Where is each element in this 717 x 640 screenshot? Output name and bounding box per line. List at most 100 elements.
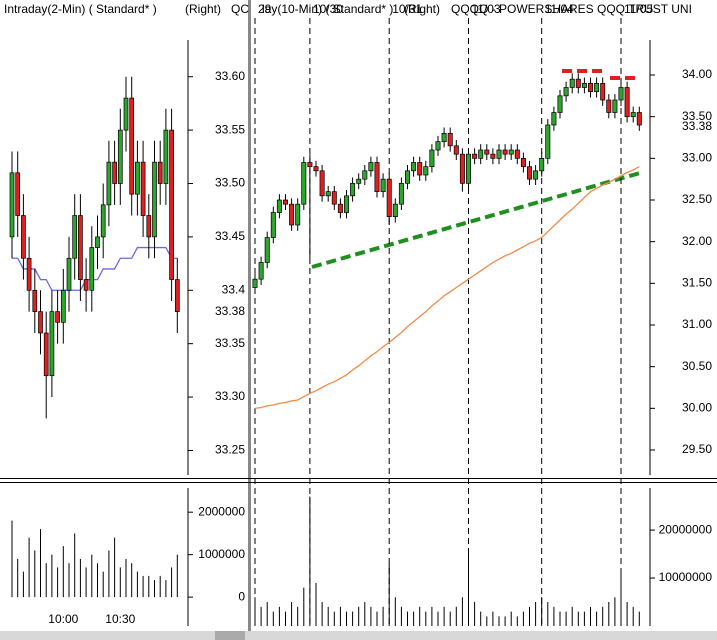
y-tick-label: 30.00 xyxy=(682,401,712,415)
candle-body xyxy=(447,132,453,147)
candle-body xyxy=(362,170,368,180)
candle-body xyxy=(398,182,404,205)
candle-body xyxy=(618,87,624,101)
candle-body xyxy=(252,278,258,288)
x-tick-label: 10:00 xyxy=(48,612,78,626)
candle-body xyxy=(32,289,38,312)
panel-title-prefix: QC xyxy=(231,2,249,16)
y-tick-label: 33.4 xyxy=(222,282,246,296)
candle-body xyxy=(129,97,135,195)
y-tick-label: 33.00 xyxy=(682,151,712,165)
candle-body xyxy=(551,112,557,126)
candle-body xyxy=(66,257,72,291)
candle-body xyxy=(630,112,636,118)
candle-body xyxy=(490,153,496,159)
candle-body xyxy=(392,203,398,218)
panel-subtitle: (Right) xyxy=(185,2,221,16)
candle-body xyxy=(331,191,337,205)
candle-body xyxy=(174,279,180,312)
candle-body xyxy=(435,141,441,151)
candle-body xyxy=(545,124,551,159)
candle-body xyxy=(163,129,169,184)
candle-body xyxy=(106,161,112,206)
candle-body xyxy=(117,129,123,184)
candle-body xyxy=(533,170,539,180)
candle-body xyxy=(429,149,435,168)
candle-body xyxy=(264,237,270,263)
y-tick-label: 32.00 xyxy=(682,234,712,248)
candle-body xyxy=(301,162,307,205)
candle-body xyxy=(423,166,429,176)
volume-tick-label: 10000000 xyxy=(659,570,713,584)
candle-body xyxy=(527,166,532,180)
candle-body xyxy=(484,149,490,155)
candle-body xyxy=(356,178,362,184)
candle-body xyxy=(344,195,349,213)
y-tick-label: 33.50 xyxy=(215,176,245,190)
y-tick-label: 30.50 xyxy=(682,359,712,373)
candle-body xyxy=(478,149,484,159)
candle-body xyxy=(152,161,157,238)
candle-body xyxy=(112,161,117,184)
candle-body xyxy=(539,157,545,172)
candle-body xyxy=(417,162,423,176)
candle-body xyxy=(289,203,295,226)
y-tick-label: 33.60 xyxy=(215,69,245,83)
candle-body xyxy=(100,204,106,238)
candle-body xyxy=(496,149,502,159)
axes-right: 29.50 30.00 30.50 31.00 31.50 32.00 32.50 33.00… xyxy=(258,2,712,626)
volume-tick-label: 2000000 xyxy=(198,504,245,518)
candle-body xyxy=(283,199,288,205)
candle-body xyxy=(319,170,325,197)
panel-title: lay(10-Min) ( Standard* ) xyxy=(262,2,393,16)
volume-tick-label: 0 xyxy=(238,589,245,603)
candle-body xyxy=(594,82,600,93)
candle-body xyxy=(169,129,174,280)
x-tick-label: 11/03 xyxy=(472,2,501,16)
scrollbar[interactable] xyxy=(0,631,717,640)
y-tick-label: 33.50 xyxy=(682,109,712,123)
moving-average xyxy=(254,166,640,409)
candle-body xyxy=(459,153,465,184)
x-tick-label: 11/05 xyxy=(624,2,653,16)
y-tick-label: 33.25 xyxy=(215,443,245,457)
candle-body xyxy=(95,236,100,248)
y-tick-label: 34.00 xyxy=(682,67,712,81)
moving-average xyxy=(12,246,178,291)
y-tick-label: 31.00 xyxy=(682,317,712,331)
security-name: QQQQ - POWERSHARES QQQ TRUST UNI xyxy=(451,2,692,16)
candle-body xyxy=(337,203,343,213)
y-tick-label: 33.45 xyxy=(215,229,245,243)
trend-line xyxy=(311,171,641,269)
scroll-thumb[interactable] xyxy=(215,631,245,640)
candle-body xyxy=(9,172,15,238)
plot-left xyxy=(9,76,180,598)
candle-body xyxy=(405,170,410,184)
candle-body xyxy=(72,215,78,259)
y-tick-label: 33.35 xyxy=(215,336,245,350)
candle-body xyxy=(624,87,630,118)
candle-body xyxy=(386,178,392,218)
plot-right xyxy=(252,18,642,626)
candle-body xyxy=(15,172,21,216)
candle-body xyxy=(520,157,526,168)
candle-body xyxy=(146,215,152,238)
y-tick-label: 32.50 xyxy=(682,192,712,206)
candle-body xyxy=(472,153,478,159)
y-tick-label: 29.50 xyxy=(682,442,712,456)
candle-body xyxy=(135,161,140,195)
candle-body xyxy=(453,145,459,155)
x-tick-label: 10/30 xyxy=(313,2,343,16)
axes-left: 33.25 33.30 33.35 33.4 33.45 33.50 33.55 33.60 3… xyxy=(48,40,245,626)
candle-body xyxy=(83,279,89,291)
candle-body xyxy=(588,82,593,93)
candle-body xyxy=(60,289,66,323)
last-price-label: 33.38 xyxy=(682,119,712,133)
candle-body xyxy=(600,82,606,101)
candle-body xyxy=(380,178,386,193)
candle-body xyxy=(43,332,49,377)
candle-body xyxy=(89,247,95,291)
candle-body xyxy=(502,149,508,155)
